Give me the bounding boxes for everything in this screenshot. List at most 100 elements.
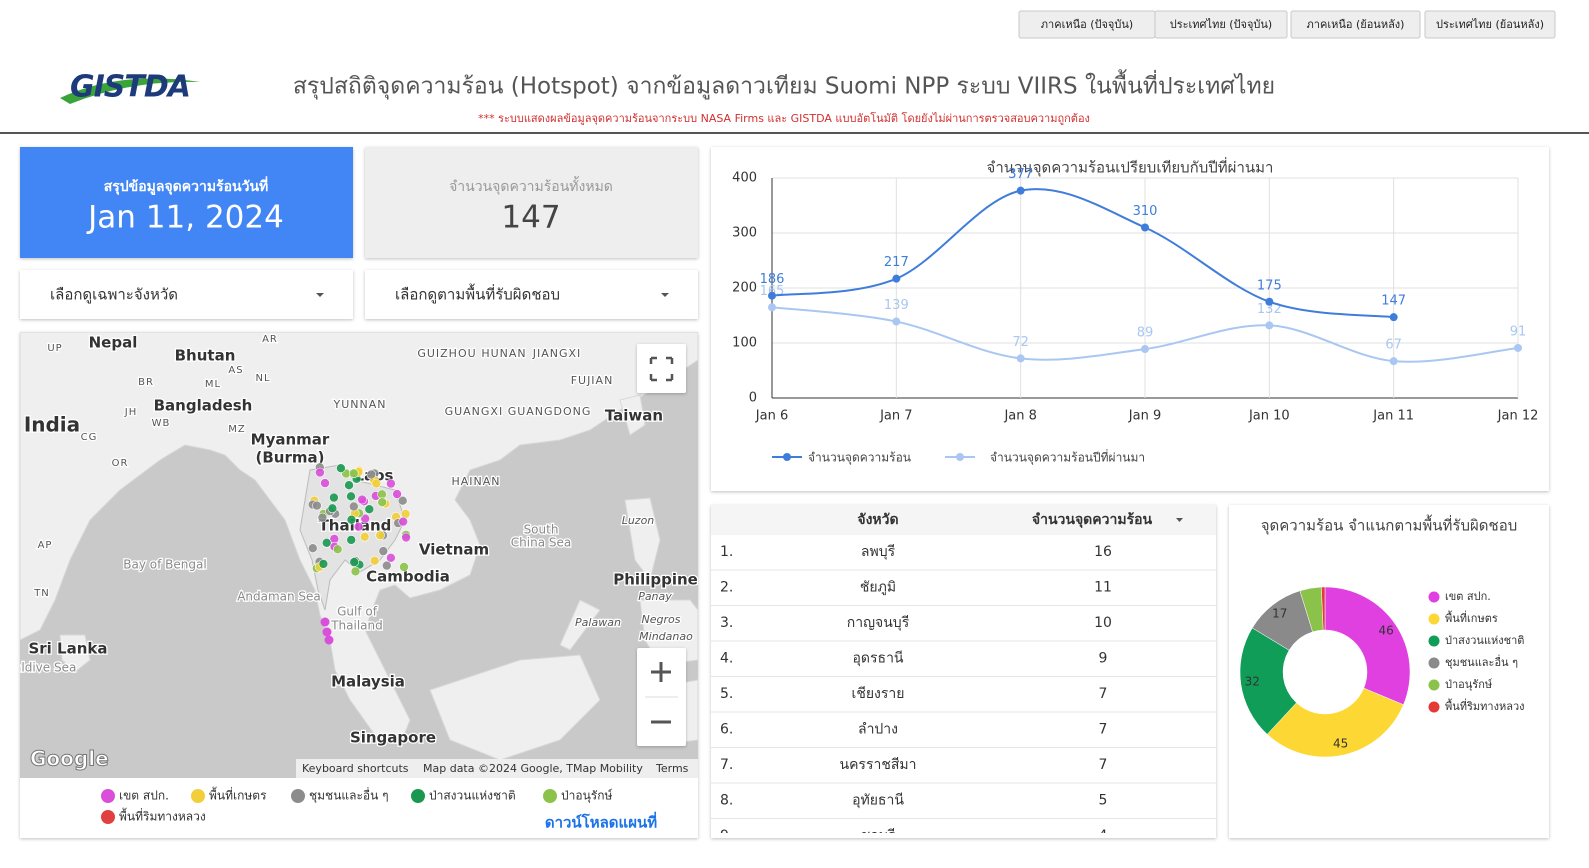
legend-swatch	[101, 810, 115, 824]
kpi-total-label: จำนวนจุดความร้อนทั้งหมด	[449, 176, 613, 195]
table-header[interactable]: จำนวนจุดความร้อน	[1032, 512, 1153, 528]
donut-slice	[1239, 627, 1297, 735]
map-place-label: Bay of Bengal	[123, 558, 206, 572]
legend-swatch	[1428, 635, 1440, 647]
row-rank: 9.	[720, 828, 733, 844]
series-point	[1141, 223, 1149, 232]
map-attribution: Map data ©2024 Google, TMap Mobility	[423, 762, 643, 775]
donut-slice	[1266, 687, 1404, 758]
filter-dropdown[interactable]: เลือกดูเฉพาะจังหวัด	[20, 270, 353, 319]
hotspot-dot	[359, 531, 370, 542]
dropdown-arrow	[316, 293, 324, 297]
hotspot-dot	[312, 500, 322, 511]
data-label: 132	[1257, 302, 1282, 317]
x-tick-label: Jan 10	[1248, 409, 1290, 424]
hotspot-dot	[327, 503, 338, 514]
hotspot-dot	[318, 559, 329, 569]
series-point	[1016, 186, 1025, 195]
attribution-bg	[296, 759, 698, 778]
hotspot-dot	[369, 555, 380, 566]
hotspot-dot	[399, 562, 409, 572]
data-label: 186	[760, 272, 785, 287]
legend-label: พื้นที่เกษตร	[209, 787, 267, 803]
row-count: 5	[1099, 793, 1108, 809]
row-province: ลพบุรี	[861, 544, 896, 560]
hotspot-dot	[401, 532, 411, 543]
hotspot-dot	[320, 478, 330, 488]
nav-button[interactable]: ภาคเหนือ (ปัจจุบัน)	[1018, 10, 1156, 39]
map-land	[624, 497, 661, 582]
map-place-label: NL	[255, 373, 270, 384]
map-place-label: Cambodia	[366, 568, 450, 586]
hotspot-dot	[321, 537, 332, 548]
fullscreen-button[interactable]	[637, 344, 686, 393]
download-link[interactable]: ดาวน์โหลดแผนที่	[545, 812, 657, 832]
map-land	[59, 634, 91, 673]
legend-label: จำนวนจุดความร้อน	[808, 451, 911, 466]
nav-button[interactable]: ภาคเหนือ (ย้อนหลัง)	[1290, 10, 1421, 39]
filter-dropdown[interactable]: เลือกดูตามพื้นที่รับผิดชอบ	[365, 270, 698, 319]
map-place-label: Mindanao	[639, 630, 693, 643]
hotspot-dot	[348, 468, 359, 479]
row-province: ลำปาง	[858, 722, 898, 738]
row-rank: 5.	[720, 686, 733, 702]
nav-button-label: ประเทศไทย (ปัจจุบัน)	[1170, 18, 1272, 31]
map-place-label: HUNAN	[481, 347, 526, 360]
map-place-label: Andaman Sea	[237, 590, 321, 604]
hotspot-dot	[307, 543, 318, 554]
hotspot-dot	[375, 530, 385, 541]
map-place-label: Maldive Sea	[4, 661, 77, 675]
data-label: 310	[1133, 204, 1158, 219]
table-header-bg	[711, 505, 1216, 535]
donut-slice	[1324, 586, 1411, 706]
hotspot-dot	[349, 557, 360, 567]
map-place-label: WB	[152, 418, 171, 429]
hotspot-dot	[346, 514, 357, 525]
legend-label: ชุมชนและอื่น ๆ	[1445, 654, 1518, 669]
kpi-date-card	[20, 147, 353, 258]
slice-label: 32	[1245, 675, 1260, 689]
x-tick-label: Jan 11	[1372, 409, 1414, 424]
map-place-label: AP	[38, 540, 53, 551]
map-place-label: Taiwan	[605, 407, 663, 425]
legend-label: ป่าสงวนแห่งชาติ	[429, 789, 516, 803]
row-count: 10	[1094, 615, 1112, 631]
map-view: Nepal Bhutan Bangladesh India Myanmar(Burma)…	[4, 332, 698, 778]
legend-label: พื้นที่เกษตร	[1445, 610, 1498, 625]
map-place-label: AR	[262, 334, 278, 345]
legend-swatch	[1428, 591, 1440, 603]
row-count: 9	[1099, 651, 1108, 667]
legend-swatch	[1428, 679, 1440, 691]
hotspot-dot	[348, 501, 359, 512]
row-count: 7	[1099, 722, 1108, 738]
nav-button-label: ประเทศไทย (ย้อนหลัง)	[1436, 18, 1544, 31]
legend-label: ป่าอนุรักษ์	[561, 789, 613, 804]
map-place-label: Myanmar	[251, 431, 330, 449]
map-place-label: Singapore	[350, 729, 436, 747]
map-land	[619, 394, 646, 436]
hotspot-dot	[332, 544, 343, 555]
nav-button[interactable]: ประเทศไทย (ปัจจุบัน)	[1154, 10, 1288, 39]
map-place-label: HAINAN	[451, 475, 500, 488]
map-place-label: China Sea	[511, 536, 571, 550]
map-place-label: (Burma)	[256, 449, 325, 467]
x-tick-label: Jan 7	[879, 409, 912, 424]
hotspot-dot	[329, 492, 339, 503]
map-place-label: Bhutan	[175, 347, 236, 365]
row-rank: 4.	[720, 651, 733, 667]
row-rank: 1.	[720, 544, 733, 560]
filter-bg	[20, 270, 353, 319]
chart-title: จำนวนจุดความร้อนเปรียบเทียบกับปีที่ผ่านม…	[987, 157, 1274, 178]
hotspot-dot	[392, 489, 402, 499]
zoom-controls[interactable]	[637, 648, 686, 746]
hotspot-dot	[324, 635, 334, 645]
y-tick-label: 100	[732, 336, 757, 351]
data-label: 89	[1137, 326, 1154, 341]
legend-swatch	[101, 789, 115, 803]
nav-button[interactable]: ประเทศไทย (ย้อนหลัง)	[1424, 10, 1556, 39]
page-title: สรุปสถิติจุดความร้อน (Hotspot) จากข้อมูล…	[293, 70, 1275, 100]
legend-swatch	[291, 789, 305, 803]
map-place-label: India	[24, 413, 80, 437]
series-point	[1389, 313, 1398, 322]
